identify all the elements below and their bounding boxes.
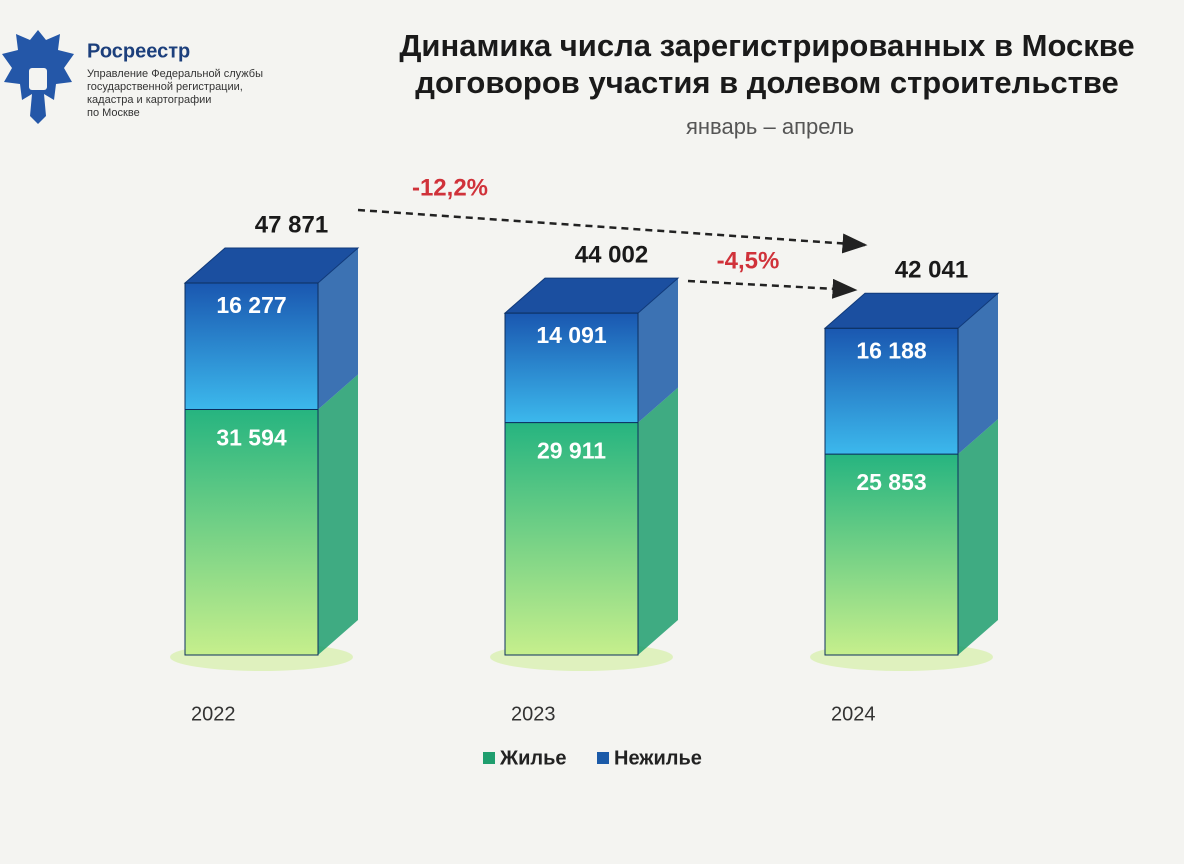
total-label: 44 002 — [575, 241, 648, 268]
legend-label: Жилье — [499, 747, 567, 769]
org-line: по Москве — [87, 107, 140, 119]
bar-outline — [824, 327, 959, 455]
bar-side — [638, 278, 678, 423]
x-tick-label: 2022 — [191, 703, 236, 725]
change-arrow — [687, 278, 858, 299]
value-label: 29 911 — [537, 438, 606, 464]
bar-segment — [825, 328, 958, 455]
bar-segment — [505, 422, 638, 655]
bar-side — [318, 248, 358, 410]
bar-segment — [185, 409, 318, 655]
logo — [2, 30, 74, 124]
bar-segment — [825, 454, 958, 655]
x-tick-label: 2024 — [831, 703, 876, 725]
x-tick-label: 2023 — [511, 703, 556, 725]
value-label: 16 277 — [216, 292, 286, 318]
bar-side — [958, 419, 998, 655]
value-label: 31 594 — [216, 425, 287, 451]
bar-outline — [504, 312, 639, 424]
chart-subtitle: январь – апрель — [686, 114, 854, 139]
change-label: -4,5% — [717, 247, 780, 274]
bar-side — [958, 293, 998, 455]
org-name: Росреестр — [87, 40, 190, 62]
change-label: -12,2% — [412, 174, 488, 201]
bar-outline — [184, 282, 319, 410]
change-arrow — [357, 208, 868, 254]
legend-swatch — [597, 752, 609, 764]
value-label: 25 853 — [856, 469, 926, 495]
total-label: 47 871 — [255, 211, 328, 238]
org-line: государственной регистрации, — [87, 81, 243, 93]
total-label: 42 041 — [895, 257, 968, 284]
legend-swatch — [483, 752, 495, 764]
bar-segment — [505, 313, 638, 423]
org-line: Управление Федеральной службы — [87, 68, 263, 80]
org-line: кадастра и картографии — [87, 94, 211, 106]
bar-side — [318, 374, 358, 655]
legend-label: Нежилье — [614, 747, 702, 769]
chart-title: Динамика числа зарегистрированных в Моск… — [399, 28, 1134, 63]
value-label: 16 188 — [856, 337, 927, 363]
bar-segment — [185, 283, 318, 410]
chart-title: договоров участия в долевом строительств… — [415, 65, 1118, 100]
emblem-shield — [29, 68, 47, 90]
value-label: 14 091 — [536, 322, 607, 348]
bar-side — [638, 387, 678, 655]
